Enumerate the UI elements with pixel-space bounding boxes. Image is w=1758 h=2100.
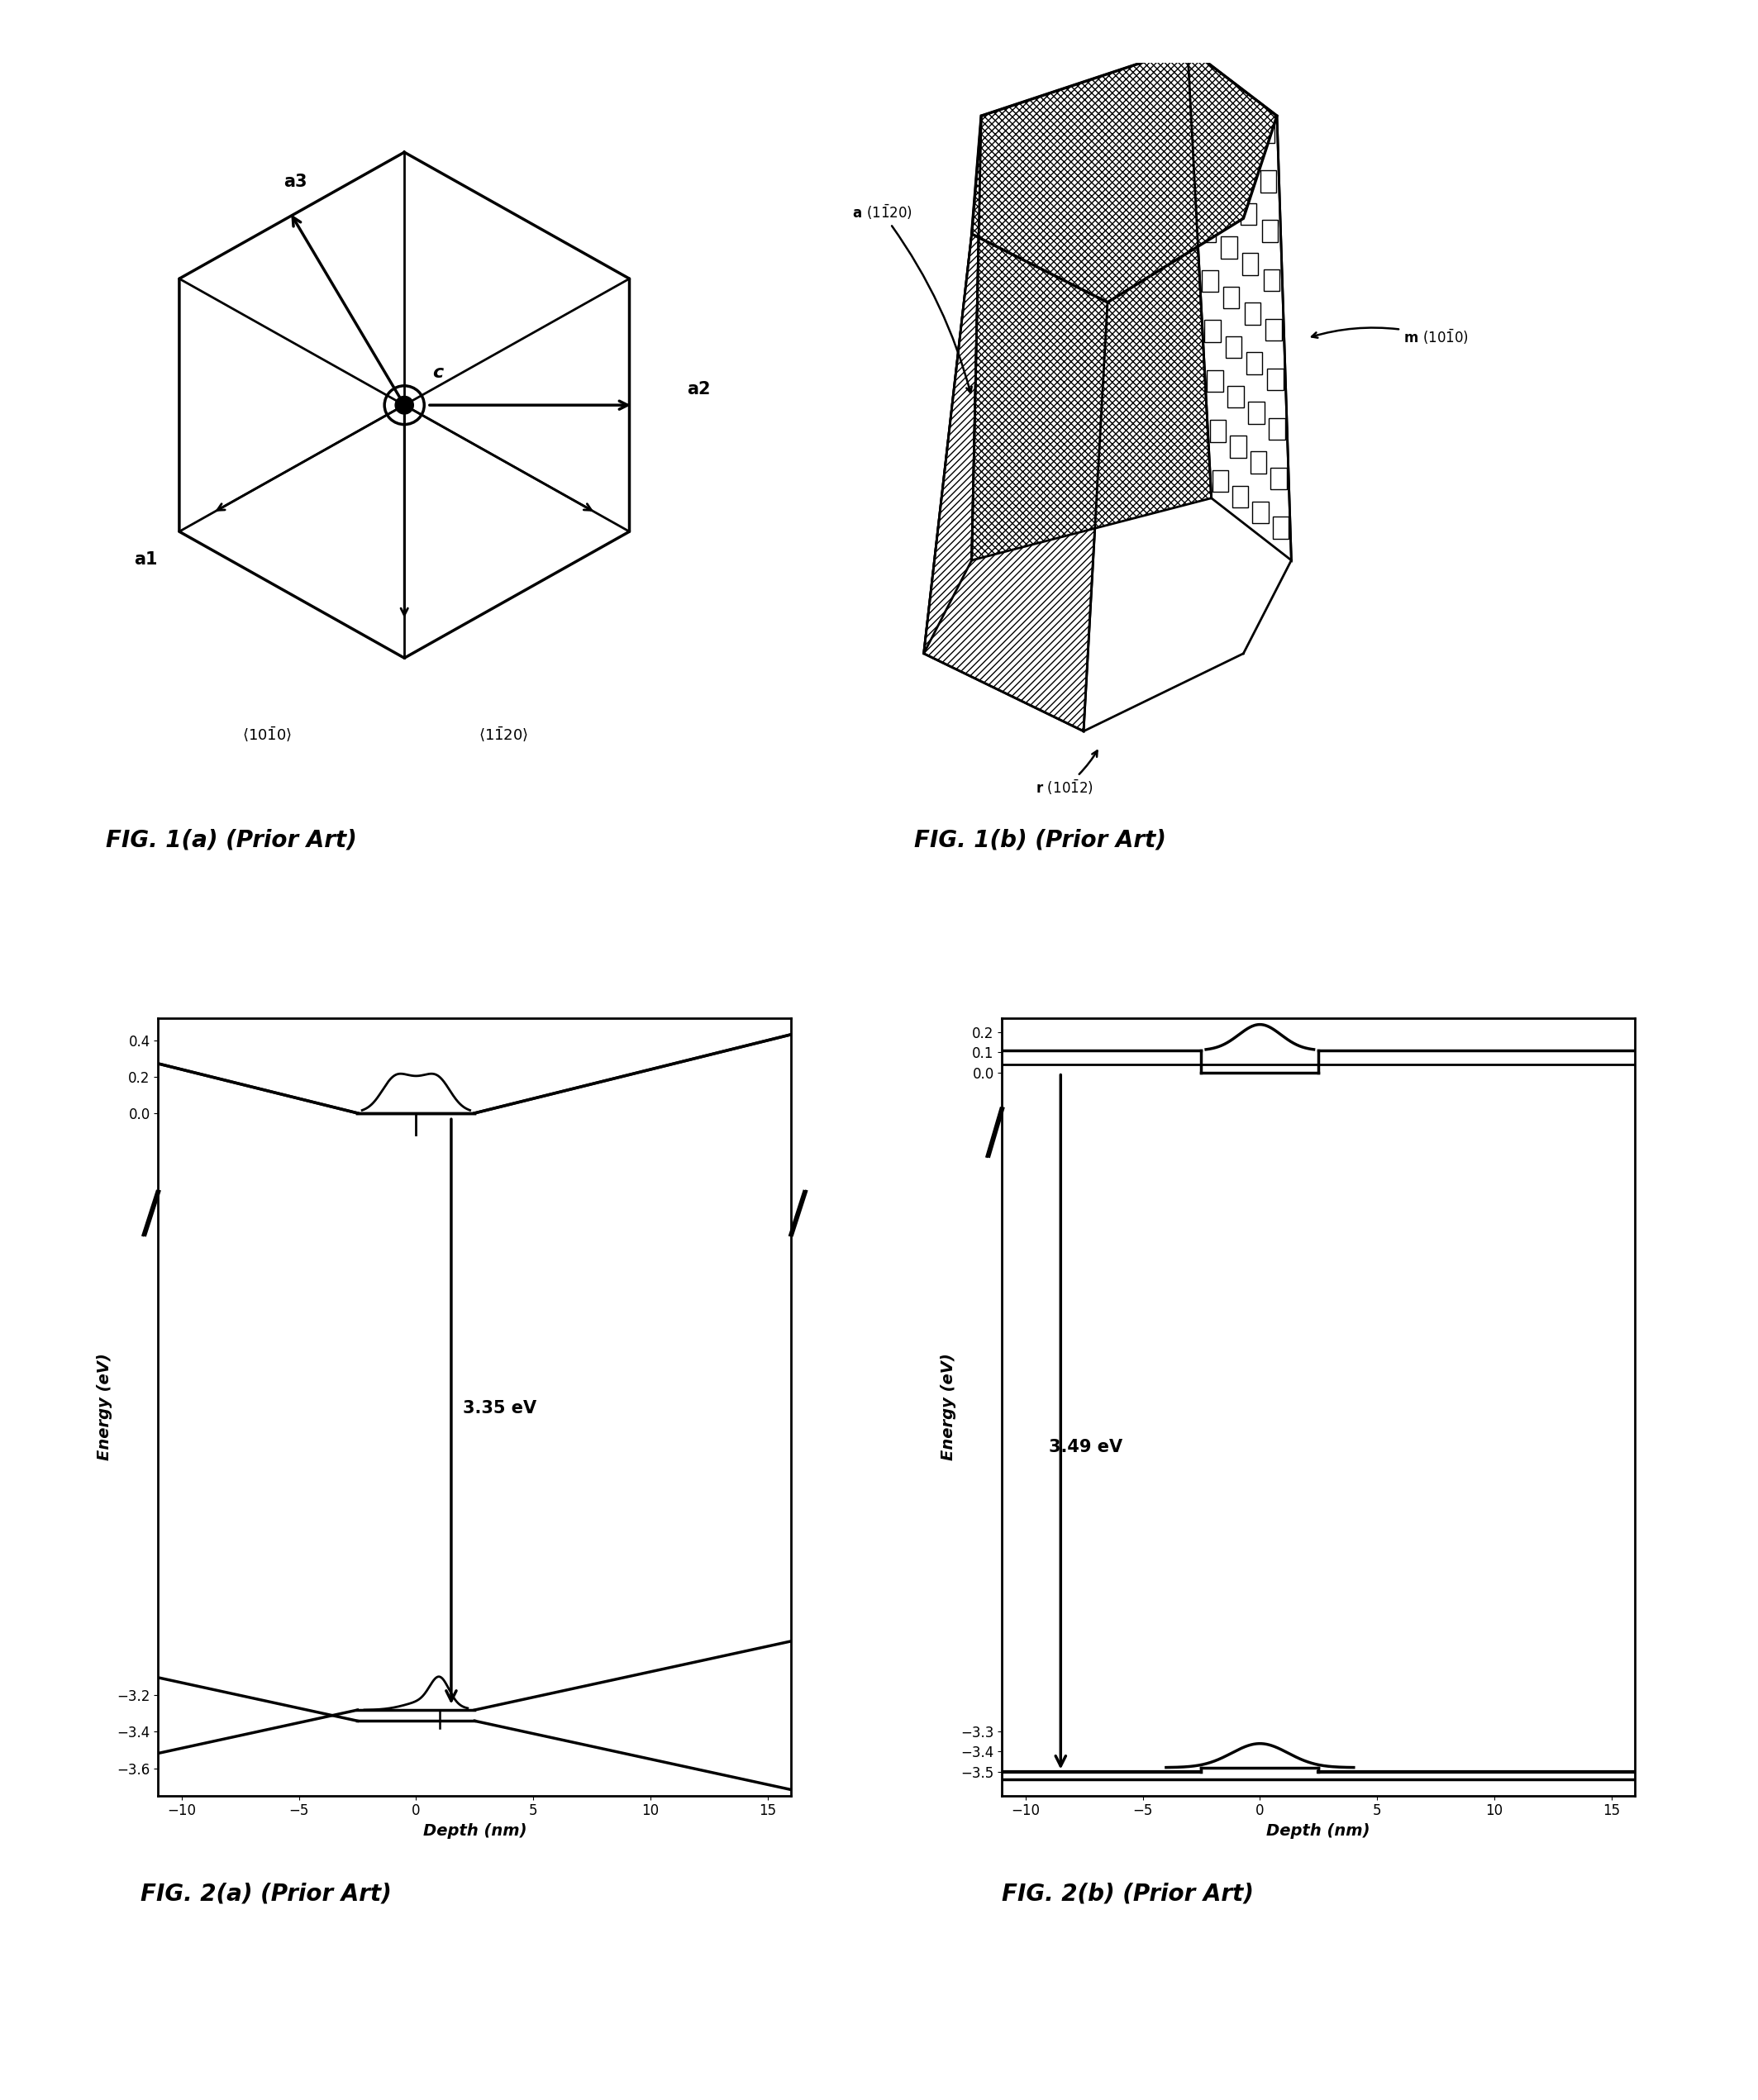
- Bar: [1259, 122, 1275, 143]
- Bar: [1241, 204, 1257, 225]
- X-axis label: Depth (nm): Depth (nm): [422, 1823, 527, 1840]
- Bar: [1271, 468, 1287, 489]
- Bar: [1231, 437, 1246, 458]
- X-axis label: Depth (nm): Depth (nm): [1266, 1823, 1371, 1840]
- Bar: [1248, 401, 1264, 424]
- Text: FIG. 1(a) (Prior Art): FIG. 1(a) (Prior Art): [105, 827, 357, 850]
- Bar: [1194, 120, 1211, 143]
- Polygon shape: [972, 48, 1276, 302]
- Text: FIG. 2(a) (Prior Art): FIG. 2(a) (Prior Art): [141, 1882, 392, 1905]
- Bar: [1213, 470, 1229, 491]
- Bar: [1243, 254, 1259, 275]
- Text: FIG. 2(b) (Prior Art): FIG. 2(b) (Prior Art): [1002, 1882, 1253, 1905]
- Y-axis label: Energy (eV): Energy (eV): [97, 1352, 113, 1462]
- Bar: [1192, 69, 1208, 92]
- Bar: [1264, 269, 1280, 292]
- Circle shape: [396, 397, 413, 414]
- Bar: [1215, 86, 1231, 109]
- Text: a $(1\bar{1}20)$: a $(1\bar{1}20)$: [853, 204, 972, 393]
- Bar: [1236, 105, 1252, 126]
- Bar: [1268, 368, 1283, 391]
- Bar: [1225, 336, 1241, 357]
- Polygon shape: [1187, 48, 1292, 561]
- Text: r $(10\bar{1}2)$: r $(10\bar{1}2)$: [1035, 750, 1097, 796]
- Text: $\langle 1\bar{1}20\rangle$: $\langle 1\bar{1}20\rangle$: [478, 724, 529, 743]
- Bar: [1197, 170, 1213, 191]
- Bar: [1232, 485, 1248, 508]
- Polygon shape: [923, 116, 981, 653]
- Bar: [1262, 220, 1278, 242]
- Bar: [1210, 420, 1225, 441]
- Text: a1: a1: [134, 550, 158, 567]
- Bar: [1218, 187, 1234, 208]
- Polygon shape: [972, 48, 1211, 561]
- Text: m $(10\bar{1}0)$: m $(10\bar{1}0)$: [1311, 328, 1468, 347]
- Bar: [1266, 319, 1282, 340]
- Text: 3.49 eV: 3.49 eV: [1050, 1438, 1123, 1455]
- Y-axis label: Energy (eV): Energy (eV): [941, 1352, 956, 1462]
- Text: FIG. 1(b) (Prior Art): FIG. 1(b) (Prior Art): [914, 827, 1166, 850]
- Bar: [1273, 517, 1289, 540]
- Bar: [1222, 237, 1238, 258]
- Bar: [1202, 271, 1218, 292]
- Bar: [1252, 502, 1268, 523]
- Bar: [1250, 451, 1266, 472]
- Bar: [1199, 220, 1215, 242]
- Polygon shape: [923, 233, 1108, 731]
- Text: 3.35 eV: 3.35 eV: [462, 1401, 536, 1418]
- Text: a2: a2: [687, 382, 710, 397]
- Bar: [1217, 136, 1232, 160]
- Bar: [1260, 170, 1276, 193]
- Bar: [1246, 353, 1262, 374]
- Bar: [1269, 418, 1285, 439]
- Bar: [1224, 286, 1239, 309]
- Bar: [1204, 319, 1220, 342]
- Text: $\langle 10\bar{1}0\rangle$: $\langle 10\bar{1}0\rangle$: [243, 724, 292, 743]
- Bar: [1245, 302, 1260, 326]
- Text: a3: a3: [283, 174, 308, 189]
- Bar: [1238, 153, 1255, 176]
- Bar: [1208, 370, 1224, 393]
- Text: c: c: [432, 363, 443, 380]
- Bar: [1227, 386, 1243, 407]
